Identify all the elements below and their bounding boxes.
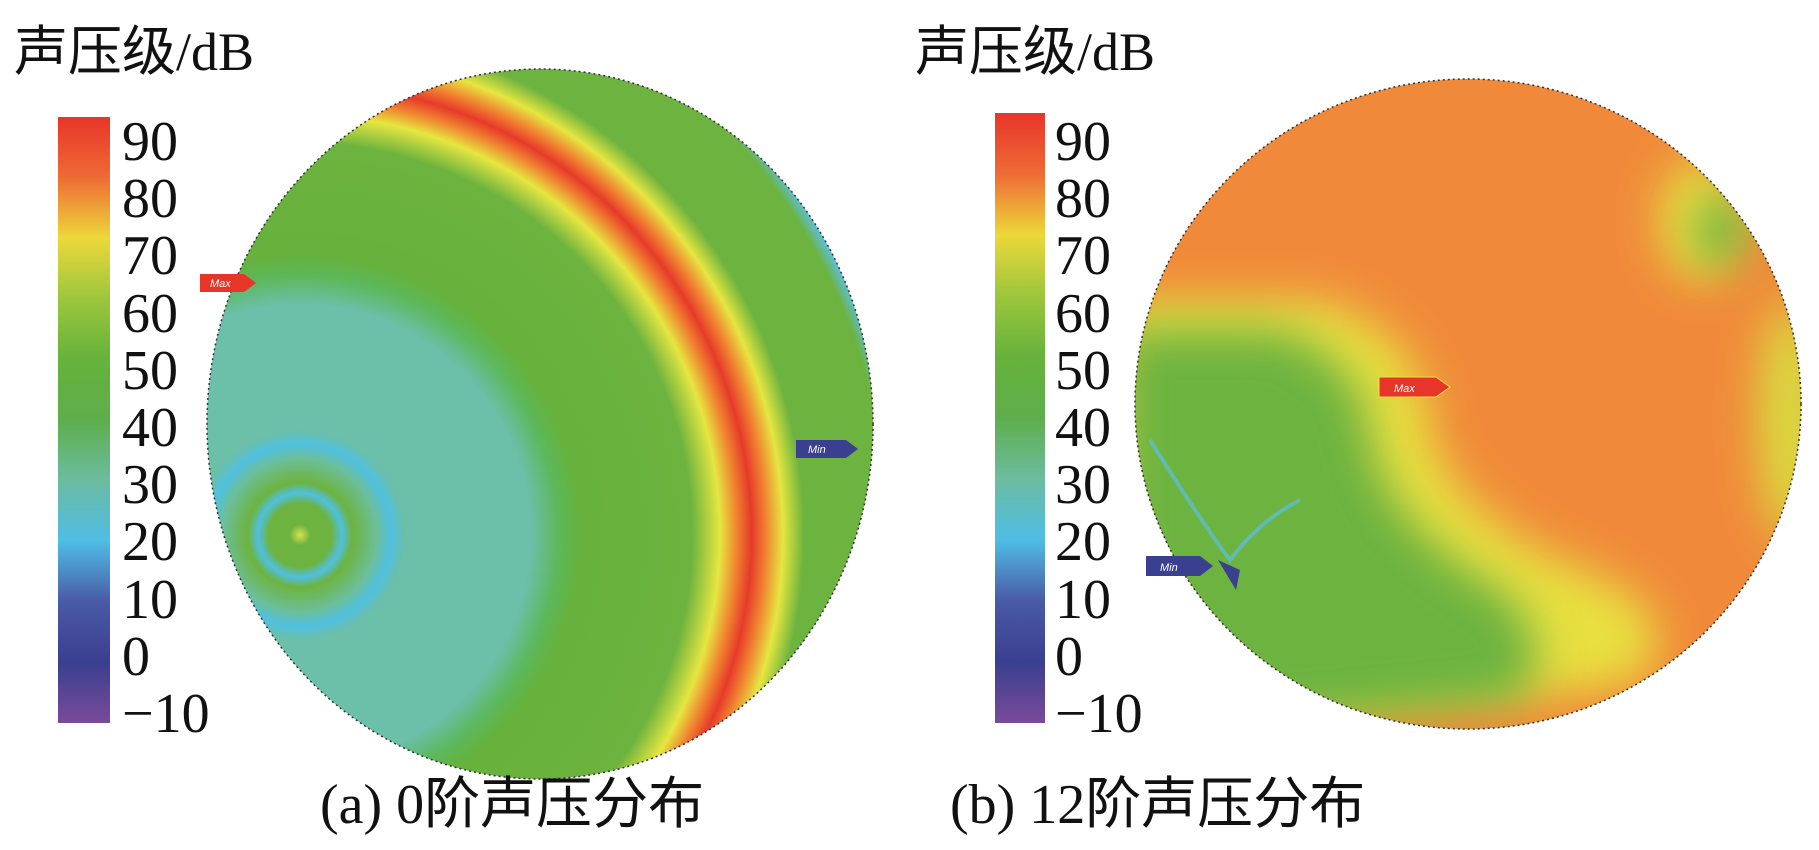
colorbar-tick-label: 90 xyxy=(122,111,178,173)
colorbar-tick-label: 50 xyxy=(1055,339,1111,402)
svg-text:Min: Min xyxy=(808,444,826,456)
colorbar-title-b: 声压级/dB xyxy=(915,22,1156,82)
colorbar-tick-label: 20 xyxy=(122,511,178,574)
min-marker-a: Min xyxy=(796,440,858,458)
sound-pressure-map-a xyxy=(207,69,873,779)
caption-b: (b) 12阶声压分布 xyxy=(950,774,1366,836)
colorbar-tick-label: 50 xyxy=(122,339,178,402)
colorbar-tick-label: 10 xyxy=(1055,568,1111,631)
max-marker-b: Max xyxy=(1378,376,1451,398)
colorbar-tick-label: −10 xyxy=(1055,683,1143,745)
caption-a: (a) 0阶声压分布 xyxy=(320,774,705,836)
colorbar-tick-label: −10 xyxy=(122,683,210,745)
colorbar-tick-label: 70 xyxy=(122,225,178,288)
colorbar-a xyxy=(58,117,110,723)
colorbar-tick-label: 80 xyxy=(1055,168,1111,231)
colorbar-tick-label: 60 xyxy=(122,282,178,345)
colorbar-tick-label: 30 xyxy=(122,454,178,517)
svg-text:Max: Max xyxy=(210,278,231,290)
svg-text:Min: Min xyxy=(1160,562,1178,574)
colorbar-tick-label: 20 xyxy=(1055,511,1111,574)
colorbar-tick-label: 40 xyxy=(1055,397,1111,459)
colorbar-tick-label: 0 xyxy=(1055,625,1083,688)
colorbar-tick-label: 80 xyxy=(122,168,178,231)
colorbar-tick-label: 70 xyxy=(1055,225,1111,288)
colorbar-tick-label: 10 xyxy=(122,568,178,631)
colorbar-b xyxy=(995,113,1045,723)
colorbar-tick-label: 30 xyxy=(1055,454,1111,517)
min-marker-b: Min xyxy=(1146,556,1213,576)
colorbar-title-a: 声压级/dB xyxy=(14,22,255,82)
colorbar-tick-label: 0 xyxy=(122,625,150,688)
colorbar-tick-label: 60 xyxy=(1055,282,1111,345)
colorbar-tick-label: 40 xyxy=(122,397,178,459)
svg-text:Max: Max xyxy=(1394,383,1415,395)
sound-pressure-map-b xyxy=(1135,79,1801,729)
max-marker-a: Max xyxy=(200,274,256,292)
colorbar-tick-label: 90 xyxy=(1055,111,1111,173)
